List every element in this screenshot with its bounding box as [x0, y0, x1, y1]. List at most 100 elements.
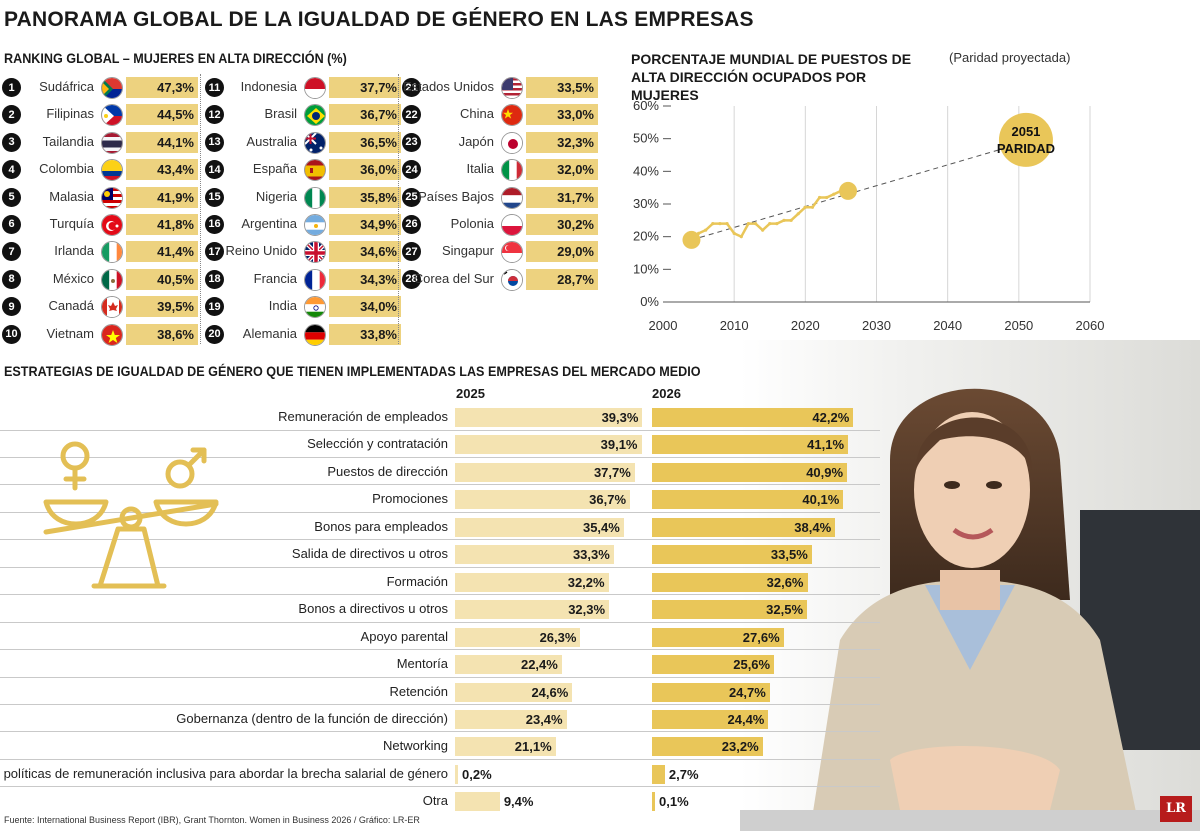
rank-number: 3 [2, 132, 21, 152]
strategies-heading: ESTRATEGIAS DE IGUALDAD DE GÉNERO QUE TI… [4, 363, 701, 379]
ranking-value: 36,0% [329, 159, 401, 181]
data-point [782, 218, 786, 222]
country-name: España [252, 161, 297, 177]
bar-2025-value: 32,3% [568, 602, 606, 618]
country-name: Argentina [241, 215, 297, 231]
ranking-row: 25 Países Bajos 31,7% [402, 184, 598, 211]
bar-2026-value: 42,2% [812, 410, 850, 425]
data-point [718, 222, 722, 226]
australia-flag-icon [304, 131, 326, 154]
bar-2026: 24,7% [652, 682, 770, 702]
rank-number: 1 [2, 78, 21, 97]
ranking-row: 15 Nigeria 35,8% [205, 184, 401, 211]
bar-2025-value: 26,3% [539, 629, 577, 645]
bar-2026-value: 32,5% [766, 602, 804, 618]
line-chart-note: (Paridad proyectada) [949, 50, 1071, 65]
ranking-column-3: 21 Estados Unidos 33,5% 22 China 33,0% 23 Japón… [402, 74, 598, 293]
country-name: Tailandia [42, 133, 94, 149]
bar-2026: 0,1% [652, 792, 689, 812]
ireland-flag-icon [101, 241, 123, 264]
ranking-row: 7 Irlanda 41,4% [2, 238, 198, 265]
italy-flag-icon [501, 159, 523, 182]
data-point [761, 228, 765, 232]
rank-number: 15 [205, 187, 224, 207]
bar-2026-value: 27,6% [742, 629, 780, 645]
strategy-row: Remuneración de empleados 39,3% 42,2% [0, 403, 880, 431]
rank-number: 12 [205, 105, 224, 125]
country-name: Brasil [264, 106, 297, 122]
x-tick-label: 2030 [862, 318, 891, 333]
bar-2026: 2,7% [652, 764, 699, 784]
row-divider [0, 704, 880, 705]
ranking-divider [200, 74, 201, 344]
row-divider [0, 758, 880, 760]
ranking-row: 26 Polonia 30,2% [402, 211, 598, 238]
indonesia-flag-icon [304, 77, 326, 99]
strategy-label: Bonos para empleados [314, 518, 448, 534]
bar-2026-value: 24,4% [727, 711, 765, 727]
data-point [810, 205, 815, 209]
x-tick-label: 2020 [791, 318, 820, 333]
bar-2025: 24,6% [455, 682, 573, 702]
data-point [711, 222, 715, 226]
rank-number: 18 [205, 269, 224, 289]
strategy-label: Otra [422, 793, 448, 809]
row-divider [0, 539, 880, 541]
strategy-row: Salida de directivos u otros 33,3% 33,5% [0, 540, 880, 568]
malaysia-flag-icon [101, 186, 123, 209]
ranking-row: 21 Estados Unidos 33,5% [402, 74, 598, 101]
rank-number: 9 [2, 297, 21, 317]
y-tick-label: 20% [633, 229, 659, 244]
strategy-label: Formación [386, 573, 448, 589]
vietnam-flag-icon [101, 323, 123, 346]
strategy-row: Selección y contratación 39,1% 41,1% [0, 430, 880, 458]
bar-2026: 42,2% [652, 408, 854, 427]
ranking-row: 18 Francia 34,3% [205, 266, 401, 293]
rank-number: 8 [2, 269, 21, 289]
row-divider [0, 511, 880, 513]
bar-2025-value: 0,2% [462, 766, 492, 782]
bar-2025-value: 24,6% [531, 684, 569, 700]
uk-flag-icon [304, 241, 326, 264]
data-point [682, 230, 701, 249]
infographic-title: PANORAMA GLOBAL DE LA IGUALDAD DE GÉNERO… [4, 8, 754, 31]
ranking-value: 41,8% [126, 213, 198, 235]
bar-2025: 39,3% [455, 408, 643, 427]
ranking-row: 28 Corea del Sur 28,7% [402, 266, 598, 293]
rank-number: 13 [205, 132, 224, 152]
rank-number: 16 [205, 214, 224, 234]
bar-2025-value: 22,4% [520, 657, 558, 673]
poland-flag-icon [501, 213, 523, 236]
bar-2025-value: 39,3% [601, 410, 639, 425]
rank-number: 7 [2, 242, 21, 262]
singapore-flag-icon [501, 241, 523, 264]
ranking-value: 41,4% [126, 241, 198, 263]
ranking-row: 23 Japón 32,3% [402, 129, 598, 156]
ranking-row: 5 Malasia 41,9% [2, 184, 198, 211]
strategy-label: Gobernanza (dentro de la función de dire… [176, 710, 448, 726]
data-point [696, 231, 701, 235]
ranking-value: 37,7% [329, 77, 401, 98]
rank-number: 22 [402, 105, 421, 125]
country-name: Sudáfrica [39, 79, 94, 94]
strategy-row: Formación 32,2% 32,6% [0, 568, 880, 596]
rank-number: 10 [2, 324, 21, 344]
rank-number: 2 [2, 105, 21, 125]
germany-flag-icon [304, 323, 326, 346]
netherlands-flag-icon [501, 186, 523, 209]
ranking-value: 34,9% [329, 213, 401, 235]
ranking-row: 20 Alemania 33,8% [205, 321, 401, 348]
ranking-value: 28,7% [526, 268, 598, 290]
ranking-column-1: 1 Sudáfrica 47,3% 2 Filipinas 44,5% 3 Tailandia… [2, 74, 198, 348]
south-africa-flag-icon [101, 77, 123, 99]
ranking-row: 10 Vietnam 38,6% [2, 321, 198, 348]
bar-2026-value: 40,1% [802, 492, 840, 508]
y-tick-label: 10% [633, 261, 659, 276]
bar-2026-value: 0,1% [659, 794, 689, 810]
ranking-value: 30,2% [526, 213, 598, 235]
row-divider [0, 594, 880, 596]
strategy-label: Apoyo parental [360, 628, 448, 644]
data-point [817, 195, 822, 200]
strategy-label: Retención [389, 683, 448, 699]
spain-flag-icon [304, 159, 326, 182]
